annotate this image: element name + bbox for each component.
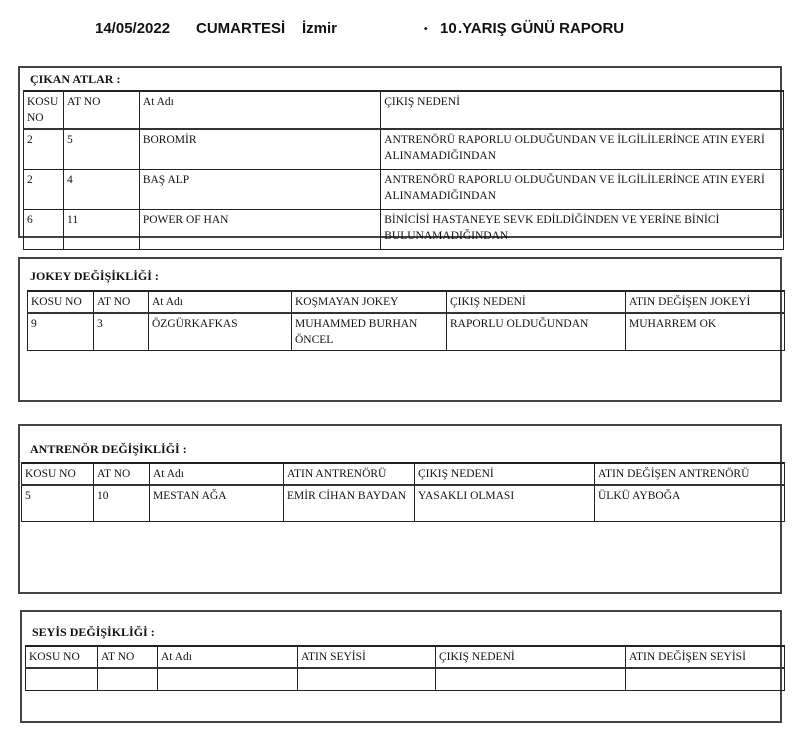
table-cell [625, 667, 785, 691]
column-header: AT NO [97, 645, 158, 669]
table-header-row: KOSU NO AT NO At Adı ÇIKIŞ NEDENİ [22, 90, 784, 130]
section-seyis-degisikligi: SEYİS DEĞİŞİKLİĞİ : KOSU NO AT NO At Adı AT… [20, 610, 785, 723]
table-header-row: KOSU NO AT NO At Adı KOŞMAYAN JOKEY ÇIKIŞ NE… [27, 290, 785, 314]
table-cell: MUHARREM OK [625, 312, 785, 351]
table-cell: POWER OF HAN [138, 208, 382, 250]
table-cell: ÖZGÜRKAFKAS [148, 312, 292, 351]
column-header: ATIN DEĞİŞEN ANTRENÖRÜ [594, 462, 785, 486]
table-row: 2 4 BAŞ ALP ANTRENÖRÜ RAPORLU OLDUĞUNDAN VE… [22, 168, 784, 210]
table-cell: BAŞ ALP [138, 168, 382, 210]
table-cell [297, 667, 436, 691]
section-antrenor-degisikligi: ANTRENÖR DEĞİŞİKLİĞİ : KOSU NO AT NO At Ad… [18, 424, 785, 594]
table-cell: BOROMİR [138, 128, 382, 170]
column-header: ATIN DEĞİŞEN JOKEYİ [625, 290, 785, 314]
section-jokey-degisikligi: JOKEY DEĞİŞİKLİĞİ : KOSU NO AT NO At Adı KO… [18, 257, 785, 402]
section-title: ÇIKAN ATLAR : [30, 72, 121, 86]
table-cell: MESTAN AĞA [149, 484, 284, 522]
table-header-row: KOSU NO AT NO At Adı ATIN SEYİSİ ÇIKIŞ NEDEN… [25, 645, 785, 669]
table-cell [97, 667, 158, 691]
jokey-table: KOSU NO AT NO At Adı KOŞMAYAN JOKEY ÇIKIŞ NE… [27, 290, 785, 351]
section-cikan-atlar: ÇIKAN ATLAR : KOSU NO AT NO At Adı ÇIKIŞ NE… [18, 66, 784, 250]
table-header-row: KOSU NO AT NO At Adı ATIN ANTRENÖRÜ ÇIKIŞ NE… [21, 462, 785, 486]
table-row: 9 3 ÖZGÜRKAFKAS MUHAMMED BURHAN ÖNCEL RAPORL… [27, 312, 785, 351]
table-cell: 3 [93, 312, 149, 351]
column-header: AT NO [93, 462, 150, 486]
column-header: ÇIKIŞ NEDENİ [414, 462, 595, 486]
table-cell: 5 [63, 128, 140, 170]
table-cell: EMİR CİHAN BAYDAN [283, 484, 415, 522]
table-row [25, 667, 785, 691]
table-cell: 10 [93, 484, 150, 522]
report-city: İzmir [302, 20, 338, 37]
table-cell: BİNİCİSİ HASTANEYE SEVK EDİLDİĞİNDEN VE … [380, 208, 784, 250]
column-header: ATIN SEYİSİ [297, 645, 436, 669]
table-cell: 11 [63, 208, 140, 250]
table-cell [157, 667, 298, 691]
section-title: JOKEY DEĞİŞİKLİĞİ : [30, 269, 159, 283]
table-cell: 2 [22, 128, 65, 170]
column-header: AT NO [93, 290, 149, 314]
column-header: At Adı [148, 290, 292, 314]
table-cell: 2 [22, 168, 65, 210]
seyis-table: KOSU NO AT NO At Adı ATIN SEYİSİ ÇIKIŞ NEDEN… [25, 645, 785, 691]
column-header: At Adı [138, 90, 382, 130]
column-header: AT NO [63, 90, 140, 130]
table-cell [25, 667, 98, 691]
table-cell: 9 [27, 312, 94, 351]
table-cell [435, 667, 626, 691]
column-header: At Adı [157, 645, 298, 669]
column-header: KOŞMAYAN JOKEY [291, 290, 447, 314]
bullet-mark: • [424, 24, 428, 35]
report-day: CUMARTESİ [196, 20, 286, 37]
antrenor-table: KOSU NO AT NO At Adı ATIN ANTRENÖRÜ ÇIKIŞ NE… [21, 462, 785, 522]
table-cell: RAPORLU OLDUĞUNDAN [446, 312, 626, 351]
column-header: ÇIKIŞ NEDENİ [380, 90, 784, 130]
table-cell: ANTRENÖRÜ RAPORLU OLDUĞUNDAN VE İLGİLİLE… [380, 128, 784, 170]
column-header: KOSU NO [21, 462, 94, 486]
table-cell: 6 [22, 208, 65, 250]
column-header: ÇIKIŞ NEDENİ [446, 290, 626, 314]
column-header: ATIN DEĞİŞEN SEYİSİ [625, 645, 785, 669]
table-cell: ÜLKÜ AYBOĞA [594, 484, 785, 522]
table-cell: YASAKLI OLMASI [414, 484, 595, 522]
column-header: KOSU NO [25, 645, 98, 669]
section-title: ANTRENÖR DEĞİŞİKLİĞİ : [30, 442, 187, 456]
cikan-atlar-table: KOSU NO AT NO At Adı ÇIKIŞ NEDENİ 2 5 BOROMİR A… [22, 90, 784, 250]
table-row: 2 5 BOROMİR ANTRENÖRÜ RAPORLU OLDUĞUNDAN VE… [22, 128, 784, 170]
report-date: 14/05/2022 [95, 20, 171, 37]
report-title: .YARIŞ GÜNÜ RAPORU [458, 20, 625, 37]
table-cell: ANTRENÖRÜ RAPORLU OLDUĞUNDAN VE İLGİLİLE… [380, 168, 784, 210]
column-header: KOSU NO [27, 290, 94, 314]
column-header: KOSU NO [22, 90, 65, 130]
race-day-number: 10 [440, 20, 457, 37]
table-cell: 5 [21, 484, 94, 522]
column-header: ÇIKIŞ NEDENİ [435, 645, 626, 669]
table-cell: 4 [63, 168, 140, 210]
section-title: SEYİS DEĞİŞİKLİĞİ : [32, 625, 155, 639]
column-header: ATIN ANTRENÖRÜ [283, 462, 415, 486]
table-row: 5 10 MESTAN AĞA EMİR CİHAN BAYDAN YASAKLI OL… [21, 484, 785, 522]
table-row: 6 11 POWER OF HAN BİNİCİSİ HASTANEYE SEVK E… [22, 208, 784, 250]
column-header: At Adı [149, 462, 284, 486]
table-cell: MUHAMMED BURHAN ÖNCEL [291, 312, 447, 351]
